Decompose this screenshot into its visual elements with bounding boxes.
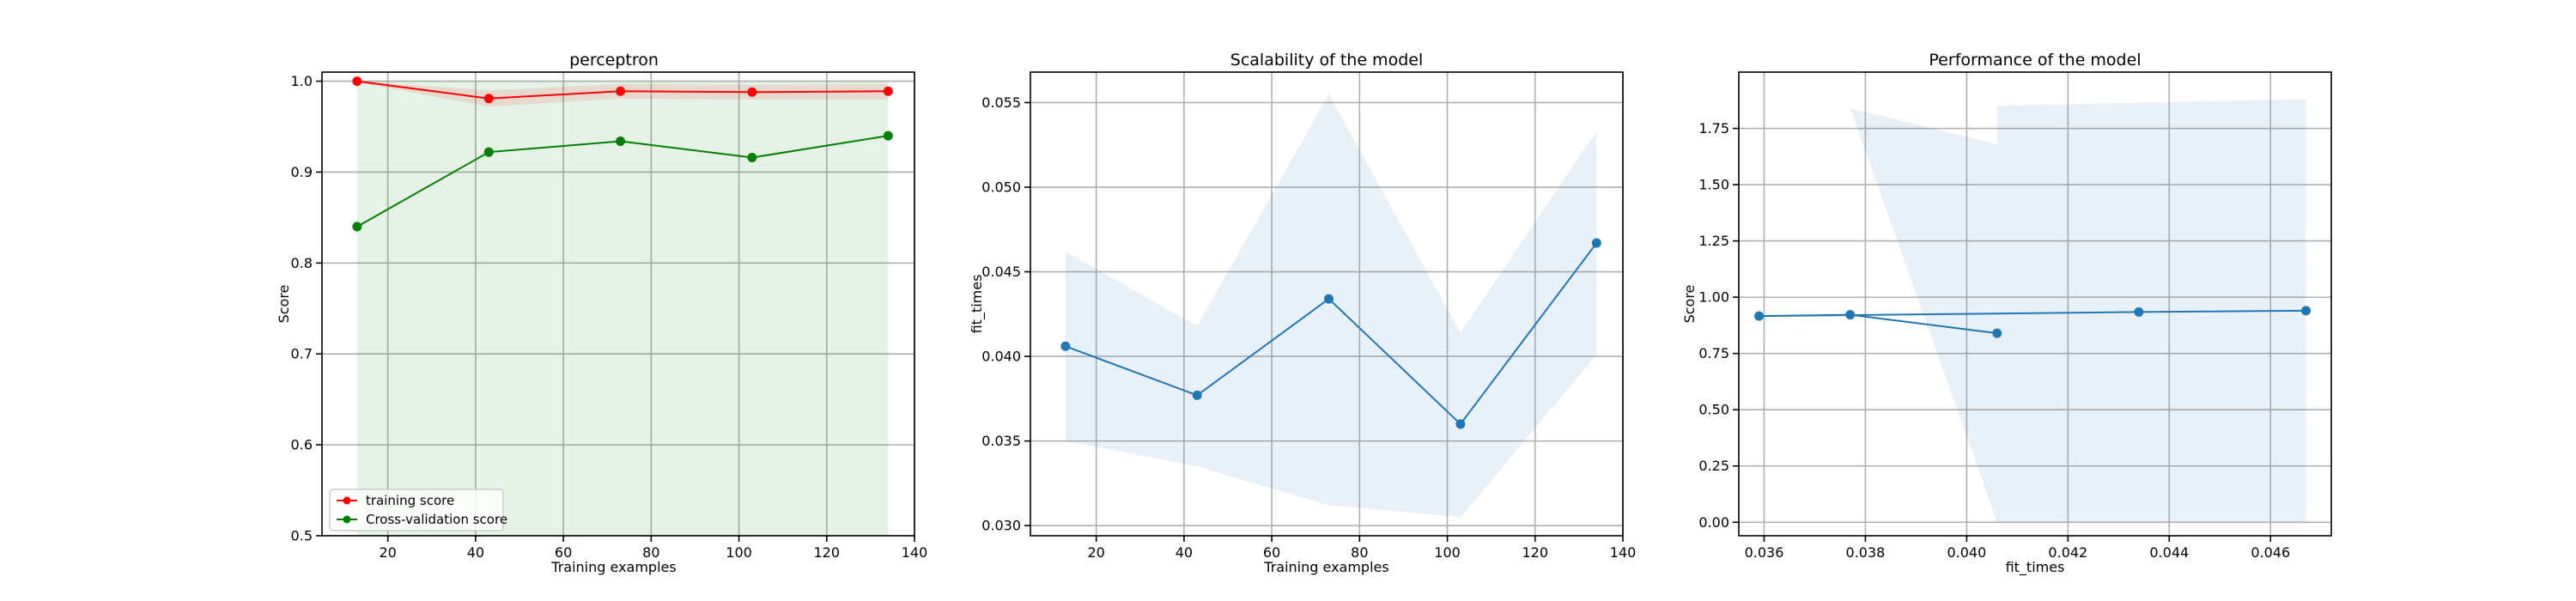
- x-ticks: 0.036 0.038 0.040 0.042 0.044 0.046: [1745, 536, 2290, 561]
- legend-box: [329, 489, 504, 531]
- x-tick-label: 60: [555, 544, 572, 561]
- x-tick-label: 0.038: [1846, 544, 1886, 561]
- y-tick-label: 1.50: [1698, 177, 1729, 193]
- x-tick-label: 20: [379, 544, 396, 561]
- x-tick-label: 100: [1434, 544, 1461, 561]
- point-cross-validation-score: [747, 153, 757, 163]
- x-tick-label: 0.036: [1745, 544, 1784, 561]
- point-performance-of-the-model: [2134, 307, 2144, 317]
- point-scalability-of-the-model: [1192, 390, 1202, 400]
- series-points: [1754, 306, 2312, 338]
- band-scalability-of-the-model: [1065, 94, 1597, 518]
- x-tick-label: 80: [642, 544, 659, 561]
- x-tick-label: 0.040: [1947, 544, 1986, 561]
- point-performance-of-the-model: [1754, 311, 1765, 321]
- point-scalability-of-the-model: [1060, 341, 1071, 351]
- point-performance-of-the-model: [1992, 328, 2002, 338]
- scalability-panel: 20 40 60 80 100 120 140 0.0300.0350.0400.0450.…: [969, 51, 1636, 575]
- y-tick-label: 0.5: [291, 528, 313, 544]
- legend-label-cross-validation-score: Cross-validation score: [366, 512, 507, 527]
- x-tick-label: 40: [467, 544, 484, 561]
- y-axis-label: Score: [1681, 285, 1698, 324]
- y-tick-label: 0.040: [981, 349, 1021, 365]
- learning-curve-panel: 20 40 60 80 100 120 140 0.5 0.6 0.7 0.8 0.9 1.0 per…: [276, 51, 927, 575]
- band-performance: [1850, 99, 2306, 523]
- x-axis-label: Training examples: [550, 559, 676, 575]
- y-ticks: 0.00 0.25 0.50 0.75 1.00 1.25 1.50 1.75: [1698, 120, 1739, 531]
- x-tick-label: 100: [726, 544, 752, 561]
- x-tick-label: 140: [1610, 544, 1637, 561]
- point-training-score: [747, 87, 757, 97]
- y-tick-label: 1.0: [291, 73, 313, 89]
- y-tick-label: 0.045: [981, 264, 1021, 280]
- point-scalability-of-the-model: [1591, 238, 1601, 248]
- point-cross-validation-score: [616, 136, 626, 146]
- y-tick-label: 0.50: [1698, 402, 1729, 418]
- point-performance-of-the-model: [2301, 306, 2312, 316]
- point-scalability-of-the-model: [1455, 419, 1466, 429]
- grid: [1739, 72, 2331, 536]
- y-tick-label: 1.00: [1698, 289, 1729, 306]
- x-ticks: 20 40 60 80 100 120 140: [1087, 536, 1636, 561]
- band-cross-validation-score: [356, 81, 889, 536]
- confidence-bands: [1065, 94, 1597, 518]
- y-tick-label: 0.25: [1698, 458, 1729, 474]
- chart-title: Performance of the model: [1929, 51, 2141, 70]
- y-tick-label: 0.035: [981, 433, 1021, 449]
- y-tick-label: 0.050: [981, 179, 1021, 196]
- x-tick-label: 140: [902, 544, 928, 561]
- series-points: [1060, 238, 1601, 429]
- performance-panel: 0.036 0.038 0.040 0.042 0.044 0.046 0.000.250…: [1681, 51, 2332, 576]
- plot-frame: [321, 71, 915, 537]
- x-tick-label: 40: [1176, 544, 1193, 561]
- point-scalability-of-the-model: [1324, 294, 1334, 304]
- legend-label-training-score: training score: [366, 493, 454, 508]
- y-tick-label: 1.75: [1698, 120, 1729, 137]
- legend-entry-training-score: training score: [337, 493, 454, 508]
- y-tick-label: 0.8: [291, 255, 313, 271]
- legend-marker-cross-validation-score: [343, 515, 351, 524]
- plot-frame: [1738, 71, 2332, 537]
- y-axis-label: fit_times: [969, 275, 986, 334]
- legend-entry-cross-validation-score: Cross-validation score: [337, 512, 507, 527]
- chart-title: Scalability of the model: [1230, 51, 1423, 70]
- point-cross-validation-score: [883, 131, 893, 141]
- y-ticks: 0.5 0.6 0.7 0.8 0.9 1.0: [291, 73, 322, 544]
- x-tick-label: 0.042: [2048, 544, 2087, 561]
- y-tick-label: 0.030: [981, 518, 1021, 534]
- legend-marker-training-score: [343, 496, 351, 505]
- point-training-score: [883, 86, 893, 96]
- y-ticks: 0.030 0.035 0.040 0.045 0.050 0.055: [981, 94, 1030, 534]
- x-axis-label: fit_times: [2006, 559, 2065, 576]
- x-ticks: 20 40 60 80 100 120 140: [379, 536, 927, 561]
- x-tick-label: 60: [1263, 544, 1280, 561]
- point-performance-of-the-model: [1845, 310, 1856, 320]
- y-axis-label: Score: [276, 285, 292, 324]
- x-tick-label: 80: [1351, 544, 1368, 561]
- y-tick-label: 0.055: [981, 94, 1021, 111]
- legend: training score Cross-validation score: [329, 489, 507, 531]
- y-tick-label: 0.75: [1698, 345, 1729, 361]
- y-tick-label: 0.6: [291, 437, 313, 453]
- point-training-score: [483, 94, 494, 104]
- x-tick-label: 120: [1522, 544, 1549, 561]
- point-training-score: [352, 76, 362, 87]
- point-cross-validation-score: [483, 147, 494, 157]
- y-tick-label: 0.00: [1698, 514, 1729, 531]
- x-tick-label: 20: [1087, 544, 1104, 561]
- chart-title: perceptron: [569, 51, 659, 70]
- point-cross-validation-score: [352, 222, 362, 232]
- series-points: [352, 76, 893, 232]
- plot-frame: [1030, 71, 1624, 537]
- y-tick-label: 0.9: [291, 164, 313, 180]
- y-tick-label: 0.7: [291, 346, 313, 362]
- y-tick-label: 1.25: [1698, 233, 1729, 249]
- x-axis-label: Training examples: [1263, 559, 1388, 575]
- confidence-bands: [1850, 99, 2306, 523]
- point-training-score: [616, 86, 626, 96]
- x-tick-label: 0.044: [2149, 544, 2189, 561]
- x-tick-label: 120: [814, 544, 841, 561]
- x-tick-label: 0.046: [2251, 544, 2290, 561]
